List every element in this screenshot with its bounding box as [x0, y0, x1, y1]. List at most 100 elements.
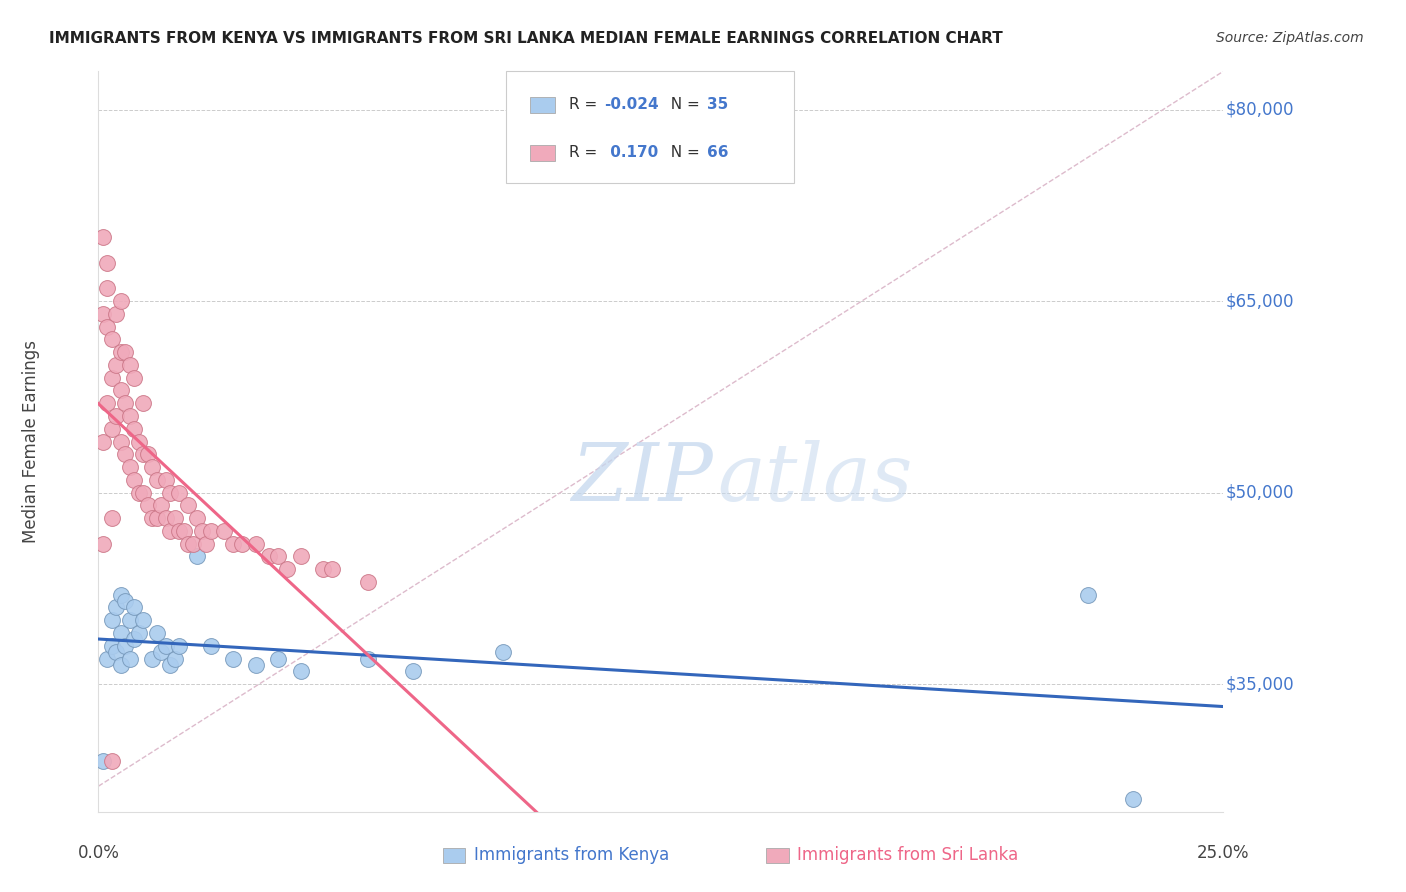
Point	[110, 434, 132, 449]
Point	[105, 358, 128, 372]
Point	[1122, 792, 1144, 806]
Text: Source: ZipAtlas.com: Source: ZipAtlas.com	[1216, 31, 1364, 45]
Point	[101, 613, 124, 627]
Point	[186, 549, 208, 564]
Point	[91, 307, 114, 321]
Text: $35,000: $35,000	[1226, 675, 1294, 693]
Point	[245, 657, 267, 672]
Point	[110, 294, 132, 309]
Point	[114, 447, 136, 461]
Point	[101, 511, 124, 525]
Point	[290, 665, 312, 679]
Point	[96, 256, 118, 270]
Point	[105, 409, 128, 423]
Point	[312, 562, 335, 576]
Point	[101, 333, 124, 347]
Point	[163, 651, 186, 665]
Point	[155, 639, 177, 653]
Point	[186, 511, 208, 525]
Point	[159, 485, 181, 500]
Point	[195, 536, 218, 550]
Point	[200, 524, 222, 538]
Text: Immigrants from Kenya: Immigrants from Kenya	[474, 847, 669, 864]
Point	[222, 651, 245, 665]
Text: R =: R =	[569, 145, 603, 161]
Point	[150, 499, 173, 513]
Point	[118, 613, 141, 627]
Point	[150, 645, 173, 659]
Point	[110, 626, 132, 640]
Text: $65,000: $65,000	[1226, 292, 1294, 310]
Point	[128, 434, 150, 449]
Point	[173, 524, 195, 538]
Text: $80,000: $80,000	[1226, 101, 1294, 119]
Point	[146, 473, 169, 487]
Point	[231, 536, 253, 550]
Point	[159, 524, 181, 538]
Point	[91, 434, 114, 449]
Point	[110, 384, 132, 398]
Text: R =: R =	[569, 97, 603, 112]
Point	[96, 281, 118, 295]
Point	[114, 345, 136, 359]
Point	[110, 588, 132, 602]
Text: Immigrants from Sri Lanka: Immigrants from Sri Lanka	[797, 847, 1018, 864]
Point	[118, 409, 141, 423]
Point	[222, 536, 245, 550]
Point	[1077, 588, 1099, 602]
Text: N =: N =	[661, 97, 704, 112]
Point	[200, 639, 222, 653]
Point	[321, 562, 343, 576]
Point	[159, 657, 181, 672]
Point	[101, 639, 124, 653]
Point	[96, 396, 118, 410]
Point	[114, 639, 136, 653]
Point	[105, 645, 128, 659]
Point	[124, 473, 146, 487]
Point	[132, 396, 155, 410]
Point	[181, 536, 204, 550]
Point	[91, 230, 114, 244]
Point	[132, 613, 155, 627]
Point	[267, 651, 290, 665]
Point	[136, 447, 159, 461]
Point	[245, 536, 267, 550]
Text: $50,000: $50,000	[1226, 483, 1294, 501]
Point	[101, 370, 124, 384]
Point	[128, 626, 150, 640]
Text: 25.0%: 25.0%	[1197, 844, 1250, 862]
Point	[110, 345, 132, 359]
Point	[118, 460, 141, 475]
Text: atlas: atlas	[717, 440, 912, 517]
Point	[177, 499, 200, 513]
Text: 35: 35	[707, 97, 728, 112]
Text: IMMIGRANTS FROM KENYA VS IMMIGRANTS FROM SRI LANKA MEDIAN FEMALE EARNINGS CORREL: IMMIGRANTS FROM KENYA VS IMMIGRANTS FROM…	[49, 31, 1002, 46]
Point	[141, 460, 163, 475]
Point	[105, 600, 128, 615]
Point	[191, 524, 214, 538]
Point	[177, 536, 200, 550]
Text: 66: 66	[707, 145, 728, 161]
Text: 0.170: 0.170	[605, 145, 658, 161]
Point	[118, 651, 141, 665]
Point	[276, 562, 298, 576]
Point	[91, 536, 114, 550]
Point	[259, 549, 281, 564]
Point	[118, 358, 141, 372]
Point	[402, 665, 425, 679]
Point	[169, 639, 191, 653]
Point	[141, 511, 163, 525]
Point	[110, 657, 132, 672]
Text: -0.024: -0.024	[605, 97, 659, 112]
Text: N =: N =	[661, 145, 704, 161]
Point	[141, 651, 163, 665]
Point	[492, 645, 515, 659]
Point	[101, 422, 124, 436]
Point	[124, 370, 146, 384]
Point	[146, 511, 169, 525]
Point	[163, 511, 186, 525]
Point	[155, 473, 177, 487]
Point	[132, 447, 155, 461]
Point	[96, 651, 118, 665]
Point	[114, 396, 136, 410]
